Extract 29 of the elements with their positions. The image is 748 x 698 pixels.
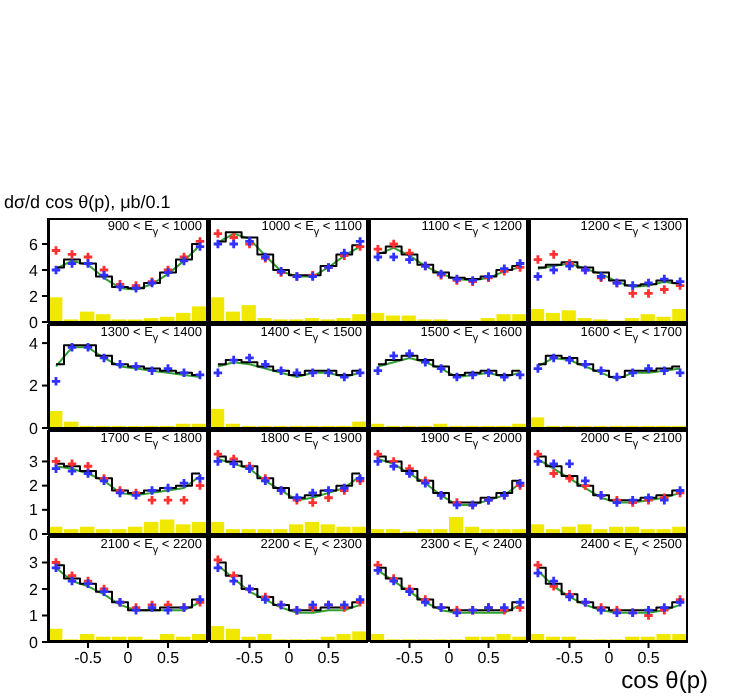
y-tick-label: 4 [29,261,40,280]
y-tick-label: 0 [29,419,40,438]
x-tick-label: -0.5 [395,649,425,668]
y-tick-label: 0 [29,313,40,332]
y-tick-label: 0 [29,525,40,544]
y-tick-label: 1 [29,607,40,626]
x-tick-label: -0.5 [555,649,585,668]
y-tick-label: 2 [29,477,40,496]
chart-title: dσ/d cos θ(p), μb/0.1 [4,192,171,212]
x-tick-label: -0.5 [235,649,265,668]
x-tick-label: 0.5 [637,649,661,668]
x-tick-label: 0 [604,649,615,668]
y-tick-label: 3 [29,453,40,472]
y-tick-label: 3 [29,554,40,573]
x-tick-label: 0 [444,649,455,668]
y-tick-label: 2 [29,580,40,599]
x-tick-label: 0.5 [317,649,341,668]
x-tick-label: 0 [123,649,134,668]
x-tick-label: -0.5 [74,649,103,668]
y-tick-label: 4 [29,334,40,353]
y-tick-label: 2 [29,287,40,306]
x-tick-label: 0.5 [156,649,181,668]
y-tick-label: 6 [29,235,40,254]
x-tick-label: 0.5 [477,649,501,668]
y-tick-label: 1 [29,501,40,520]
y-tick-label: 2 [29,377,40,396]
x-tick-label: 0 [284,649,295,668]
y-tick-label: 0 [29,633,40,652]
x-axis-title: cos θ(p) [621,666,708,694]
